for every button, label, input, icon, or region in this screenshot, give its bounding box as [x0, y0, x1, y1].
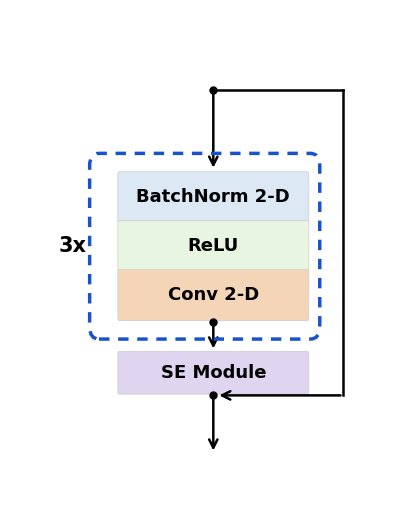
Text: SE Module: SE Module — [160, 364, 266, 382]
FancyBboxPatch shape — [118, 172, 309, 223]
FancyBboxPatch shape — [118, 270, 309, 321]
Text: 3x: 3x — [59, 236, 86, 256]
Text: Conv 2-D: Conv 2-D — [168, 286, 259, 304]
Text: BatchNorm 2-D: BatchNorm 2-D — [137, 188, 290, 206]
FancyBboxPatch shape — [118, 220, 309, 272]
Text: ReLU: ReLU — [188, 237, 239, 255]
FancyBboxPatch shape — [118, 351, 309, 394]
